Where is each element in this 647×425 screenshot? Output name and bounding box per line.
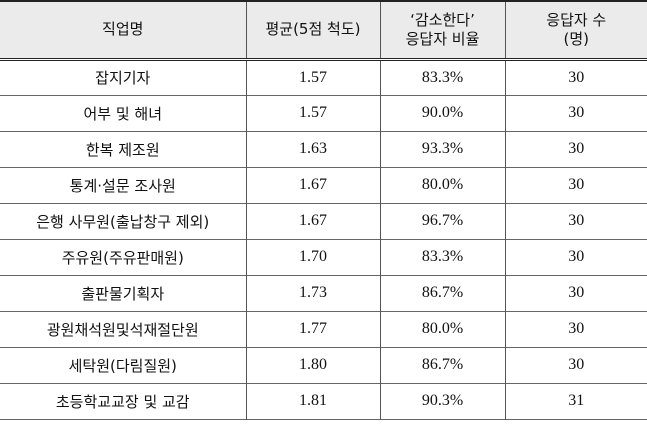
value-cell: 30: [504, 275, 647, 311]
value-cell: 80.0%: [379, 311, 505, 347]
value-cell: 30: [504, 131, 647, 167]
value-cell: 30: [504, 59, 647, 95]
value-cell: 1.80: [245, 347, 380, 383]
job-name-cell: 어부 및 해녀: [83, 104, 163, 123]
value-cell: 80.0%: [379, 167, 505, 203]
job-name-cell: 광원채석원및석재절단원: [46, 320, 199, 339]
value-cell: 1.73: [245, 275, 380, 311]
job-name-cell: 출판물기획자: [81, 284, 165, 303]
header-cell: 직업명: [102, 20, 144, 39]
value-cell: 86.7%: [379, 275, 505, 311]
job-name-cell: 초등학교교장 및 교감: [55, 392, 190, 411]
table-row: 은행 사무원(출납창구 제외) 1.67 96.7% 30: [0, 203, 647, 239]
value-cell: 30: [504, 347, 647, 383]
table-row: 초등학교교장 및 교감 1.81 90.3% 31: [0, 383, 647, 419]
value-cell: 90.0%: [379, 95, 505, 131]
header-row: 직업명 평균(5점 척도) ‘감소한다’ 응답자 비율 응답자 수 (명): [0, 1, 647, 59]
value-cell: 93.3%: [379, 131, 505, 167]
value-cell: 30: [504, 203, 647, 239]
value-cell: 90.3%: [379, 383, 505, 419]
value-cell: 30: [504, 311, 647, 347]
value-cell: 30: [504, 95, 647, 131]
job-name-cell: 세탁원(다림질원): [68, 356, 177, 375]
value-cell: 31: [504, 383, 647, 419]
job-name-cell: 은행 사무원(출납창구 제외): [36, 212, 210, 231]
value-cell: 1.77: [245, 311, 380, 347]
value-cell: 1.67: [245, 203, 380, 239]
job-name-cell: 주유원(주유판매원): [61, 248, 184, 267]
header-cell: 평균(5점 척도): [245, 1, 380, 59]
table-row: 통계·설문 조사원 1.67 80.0% 30: [0, 167, 647, 203]
value-cell: 30: [504, 239, 647, 275]
header-cell: ‘감소한다’ 응답자 비율: [379, 1, 505, 59]
value-cell: 83.3%: [379, 59, 505, 95]
value-cell: 1.67: [245, 167, 380, 203]
value-cell: 1.57: [245, 59, 380, 95]
job-name-cell: 통계·설문 조사원: [69, 176, 176, 195]
table-row: 잡지기자 1.57 83.3% 30: [0, 59, 647, 95]
value-cell: 96.7%: [379, 203, 505, 239]
value-cell: 83.3%: [379, 239, 505, 275]
table-row: 세탁원(다림질원) 1.80 86.7% 30: [0, 347, 647, 383]
table-header: 직업명 평균(5점 척도) ‘감소한다’ 응답자 비율 응답자 수 (명): [0, 1, 647, 59]
table-body: 잡지기자 1.57 83.3% 30 어부 및 해녀 1.57 90.0% 30 한복 제조원 1…: [0, 59, 647, 419]
value-cell: 30: [504, 167, 647, 203]
value-cell: 1.63: [245, 131, 380, 167]
header-cell: 응답자 수 (명): [504, 1, 647, 59]
table-row: 어부 및 해녀 1.57 90.0% 30: [0, 95, 647, 131]
value-cell: 1.81: [245, 383, 380, 419]
value-cell: 1.57: [245, 95, 380, 131]
table-row: 한복 제조원 1.63 93.3% 30: [0, 131, 647, 167]
table-row: 출판물기획자 1.73 86.7% 30: [0, 275, 647, 311]
job-name-cell: 한복 제조원: [85, 140, 160, 159]
table-row: 광원채석원및석재절단원 1.77 80.0% 30: [0, 311, 647, 347]
table-row: 주유원(주유판매원) 1.70 83.3% 30: [0, 239, 647, 275]
value-cell: 86.7%: [379, 347, 505, 383]
job-name-cell: 잡지기자: [95, 69, 151, 87]
value-cell: 1.70: [245, 239, 380, 275]
